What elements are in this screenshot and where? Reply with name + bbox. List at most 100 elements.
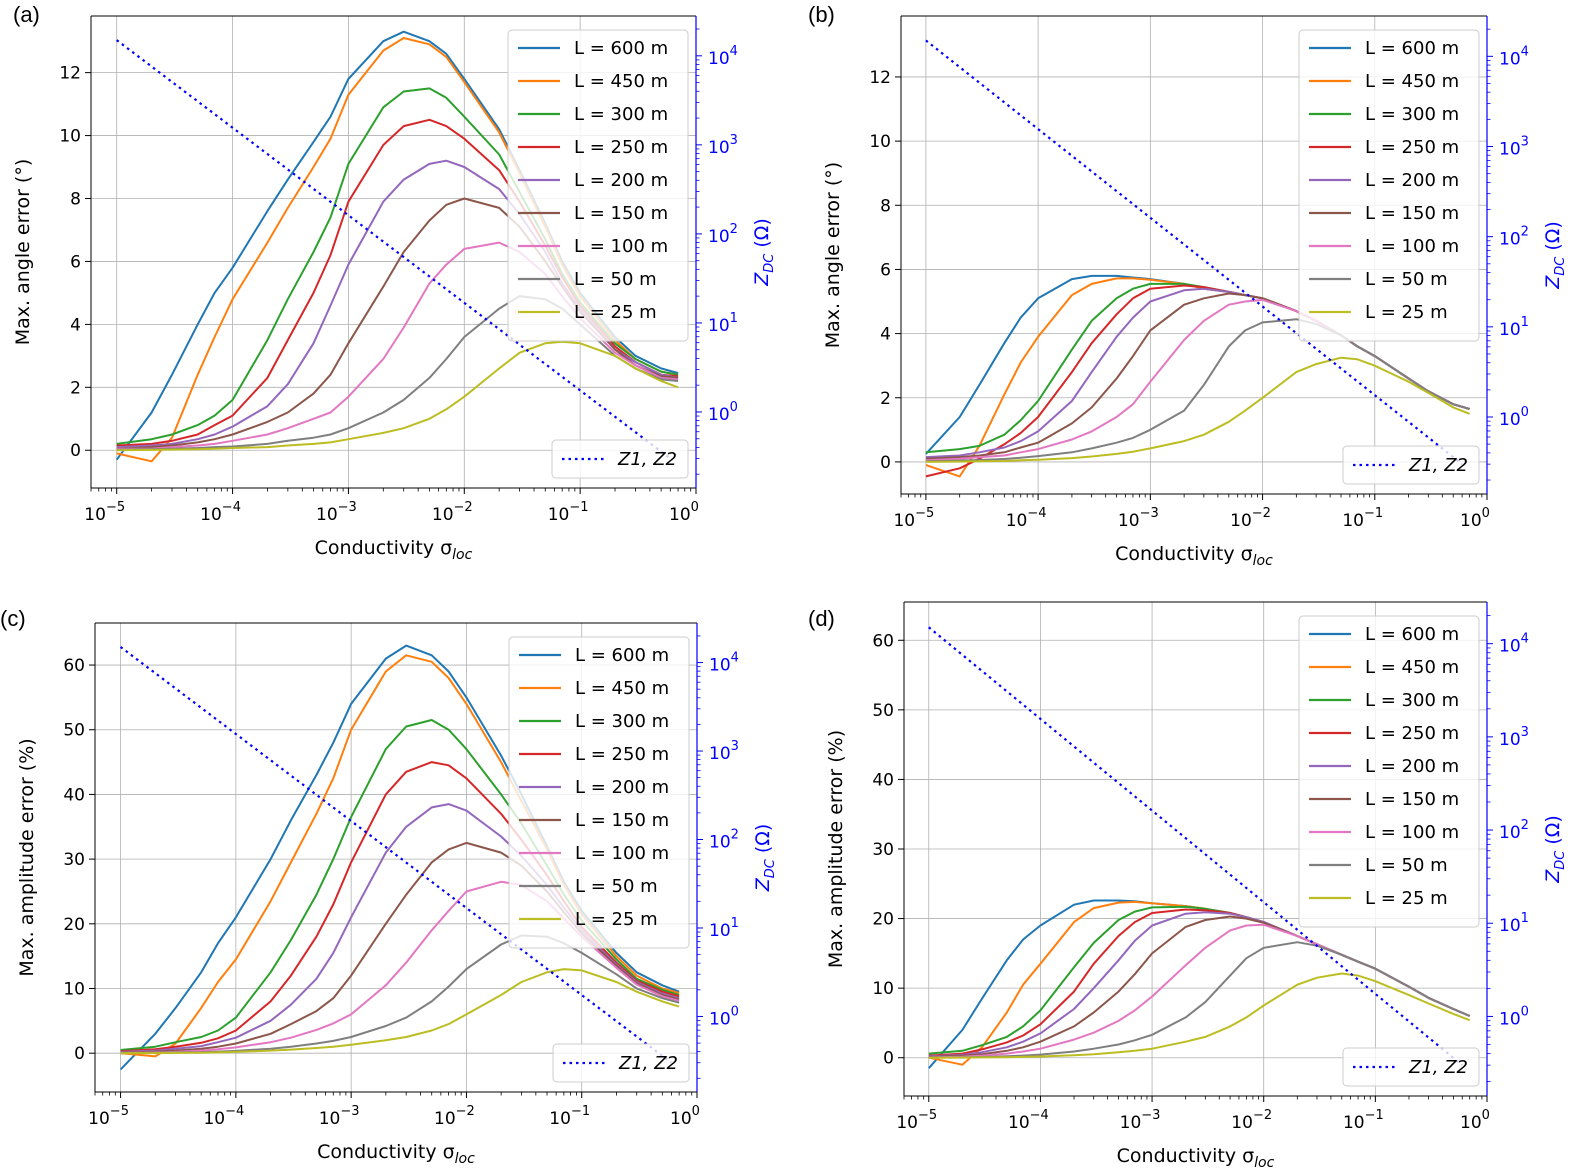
legend-entry-label: L = 250 m [1365,723,1459,744]
y-tick-label: 30 [872,840,894,860]
zdc-legend-label: Z1, Z2 [617,449,677,470]
zdc-legend-box [552,1043,690,1083]
y-axis-label: Max. amplitude error (%) [16,738,38,976]
zdc-legend-label: Z1, Z2 [618,1053,678,1074]
legend-entry-label: L = 25 m [575,909,658,930]
series-line-50m [925,318,1470,463]
legend-entry-label: L = 450 m [1365,71,1459,92]
legend-entry-label: L = 600 m [1365,624,1459,645]
right-tick-label: 102 [708,222,738,247]
y-axis-label: Max. angle error (°) [12,159,34,345]
y-tick-label: 60 [872,631,894,651]
legend-entry-label: L = 600 m [1365,38,1459,59]
right-tick-label: 102 [1499,225,1529,250]
panel-label: (d) [808,606,835,631]
x-tick-label: 10−5 [84,500,125,525]
legend-entry-label: L = 25 m [1365,888,1448,909]
right-tick-label: 103 [709,739,739,764]
x-axis-label: Conductivity σloc [1117,1145,1275,1171]
series-group [928,626,1471,1069]
series-group [925,39,1470,478]
x-tick-label: 10−3 [316,500,357,525]
legend-entry-label: L = 50 m [574,269,657,290]
legend-entry-label: L = 25 m [574,302,657,323]
right-axis-label: ZDC (Ω) [752,824,778,893]
y-tick-label: 6 [70,252,81,272]
x-tick-label: 100 [1460,506,1490,531]
x-tick-label: 10−2 [1231,1108,1272,1133]
y-tick-label: 2 [880,389,891,409]
x-tick-label: 10−3 [319,1104,360,1129]
y-tick-label: 0 [74,1044,85,1064]
x-tick-label: 10−1 [1343,1108,1384,1133]
legend-entry-label: L = 100 m [574,236,668,257]
x-tick-label: 10−2 [432,500,473,525]
y-tick-label: 4 [880,325,891,345]
panel-d: (d) 10−5 10−4 10−3 10−2 10−1 100 0 10 20 30 40 50 60 1… [808,601,1568,1171]
legend-entry-label: L = 200 m [1365,170,1459,191]
right-tick-label: 101 [708,311,738,336]
right-tick-label: 103 [1499,725,1529,750]
legend-entry-label: L = 300 m [575,711,669,732]
y-tick-label: 40 [872,770,894,790]
x-tick-label: 10−1 [1342,506,1383,531]
zdc-dotted-line [119,646,673,1064]
x-axis-label: Conductivity σloc [315,537,473,563]
x-tick-label: 10−5 [896,1108,937,1133]
y-tick-label: 10 [869,132,891,152]
legend-entry-label: L = 100 m [1365,822,1459,843]
y-tick-label: 2 [70,378,81,398]
legend-entry-label: L = 200 m [1365,756,1459,777]
y-tick-label: 10 [59,127,81,147]
legend-entry-label: L = 250 m [1365,137,1459,158]
zdc-legend-label: Z1, Z2 [1408,455,1468,476]
zdc-dotted-line [116,39,671,460]
y-tick-label: 12 [59,64,81,84]
right-axis-label: ZDC (Ω) [1542,221,1568,290]
zdc-legend-box [1342,1047,1480,1087]
y-tick-label: 40 [63,785,85,805]
legend-entry-label: L = 300 m [1365,690,1459,711]
y-tick-label: 20 [872,910,894,930]
legend-box [508,636,690,949]
right-tick-label: 101 [1499,911,1529,936]
legend-entry-label: L = 150 m [1365,203,1459,224]
y-tick-label: 30 [63,850,85,870]
y-tick-label: 20 [63,915,85,935]
right-axis-label: ZDC (Ω) [1542,815,1568,884]
right-tick-label: 100 [708,400,738,425]
y-tick-label: 0 [70,441,81,461]
legend-entry-label: L = 250 m [574,137,668,158]
y-axis-label: Max. angle error (°) [822,162,844,348]
x-tick-label: 100 [669,500,699,525]
y-tick-label: 12 [869,68,891,88]
legend-entry-label: L = 300 m [1365,104,1459,125]
legend-entry-label: L = 450 m [575,678,669,699]
panel-a: (a) 10−5 10−4 10−3 10−2 10−1 100 0 2 4 6 8 10 12 100 10… [12,2,777,563]
legend-entry-label: L = 200 m [574,170,668,191]
x-tick-label: 10−5 [88,1104,129,1129]
legend-entry-label: L = 100 m [575,843,669,864]
x-tick-label: 10−2 [1230,506,1271,531]
right-tick-label: 102 [709,828,739,853]
legend-entry-label: L = 600 m [574,38,668,59]
x-axis-label: Conductivity σloc [1115,543,1273,569]
panel-label: (c) [0,606,26,631]
legend-entry-label: L = 450 m [574,71,668,92]
legend-entry-label: L = 50 m [1365,855,1448,876]
y-tick-label: 6 [880,260,891,280]
y-tick-label: 10 [872,979,894,999]
y-tick-label: 10 [63,979,85,999]
series-line-250m [928,908,1471,1057]
y-tick-label: 8 [70,190,81,210]
y-axis-label: Max. amplitude error (%) [825,730,847,968]
panel-label: (b) [808,2,835,27]
x-tick-label: 10−2 [434,1104,475,1129]
right-tick-label: 104 [708,44,738,69]
legend-entry-label: L = 250 m [575,744,669,765]
right-tick-label: 104 [1499,632,1529,657]
x-tick-label: 100 [670,1104,700,1129]
x-tick-label: 10−1 [549,1104,590,1129]
x-tick-label: 10−4 [200,500,241,525]
